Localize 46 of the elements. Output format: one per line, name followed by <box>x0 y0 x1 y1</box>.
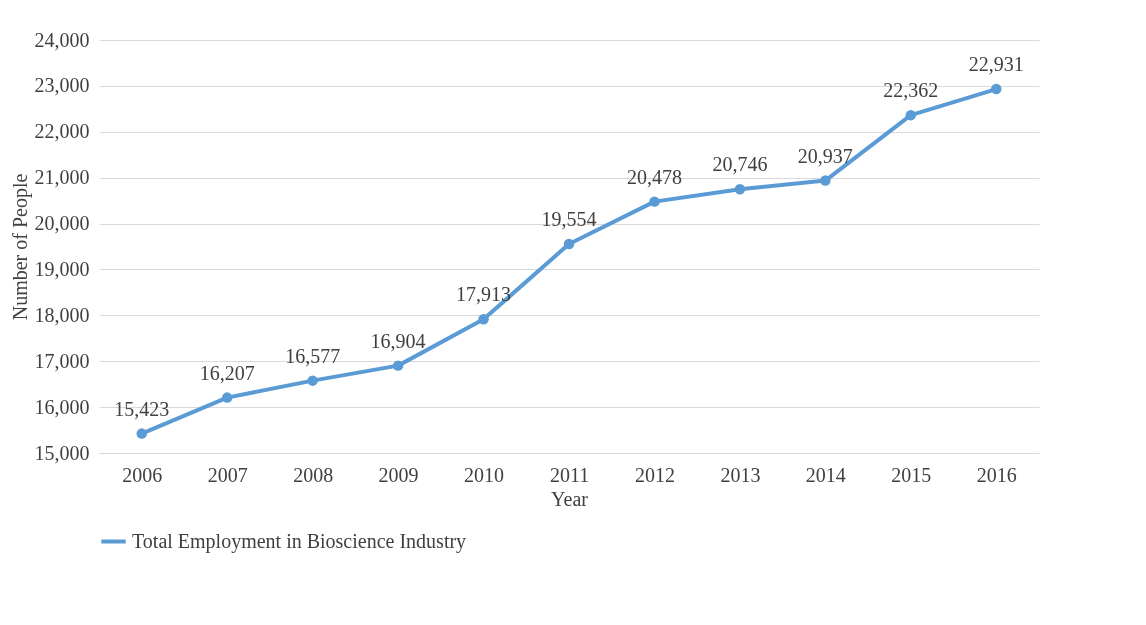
x-tick-label: 2006 <box>122 463 163 486</box>
x-tick-label: 2012 <box>634 463 675 486</box>
point <box>734 184 746 195</box>
point <box>649 196 660 207</box>
data-label: 17,913 <box>456 283 512 306</box>
data-label: 16,207 <box>199 361 255 384</box>
y-tick-label: 18,000 <box>34 303 90 326</box>
data-label: 20,937 <box>797 144 853 167</box>
point <box>478 314 489 325</box>
x-tick-label: 2009 <box>378 463 419 486</box>
x-tick-label: 2011 <box>549 463 590 486</box>
y-tick-label: 17,000 <box>34 349 90 372</box>
x-tick-label: 2007 <box>207 463 248 486</box>
data-label: 20,478 <box>626 165 682 188</box>
data-label: 15,423 <box>114 397 170 420</box>
point <box>221 392 233 403</box>
y-axis-title: Number of People <box>8 173 32 321</box>
y-tick-label: 16,000 <box>34 395 90 418</box>
y-tick-label: 21,000 <box>34 166 90 189</box>
point <box>136 428 147 439</box>
point <box>307 375 318 386</box>
x-tick-label: 2015 <box>891 463 932 486</box>
point <box>392 360 404 371</box>
x-tick-label: 2014 <box>805 463 846 486</box>
y-tick-label: 19,000 <box>34 257 90 280</box>
data-label: 22,362 <box>883 79 939 102</box>
x-tick-label: 2016 <box>976 463 1017 486</box>
x-tick-label: 2008 <box>293 463 334 486</box>
point <box>563 238 575 250</box>
y-tick-label: 22,000 <box>34 120 90 143</box>
point <box>905 109 917 121</box>
point <box>820 175 831 186</box>
x-tick-label: 2010 <box>464 463 505 486</box>
data-label: 22,931 <box>968 53 1024 76</box>
point <box>991 83 1002 95</box>
x-tick-label: 2013 <box>720 463 761 486</box>
y-tick-label: 24,000 <box>34 28 90 51</box>
y-tick-label: 23,000 <box>34 74 90 97</box>
data-label: 16,577 <box>285 344 341 367</box>
y-tick-label: 20,000 <box>34 212 90 235</box>
y-tick-label: 15,000 <box>34 441 90 464</box>
data-label: 16,904 <box>370 329 426 352</box>
legend-label: Total Employment in Bioscience Industry <box>132 529 467 553</box>
data-label: 19,554 <box>541 208 597 231</box>
data-label: 20,746 <box>712 153 768 176</box>
x-axis-title: Year <box>551 487 589 510</box>
